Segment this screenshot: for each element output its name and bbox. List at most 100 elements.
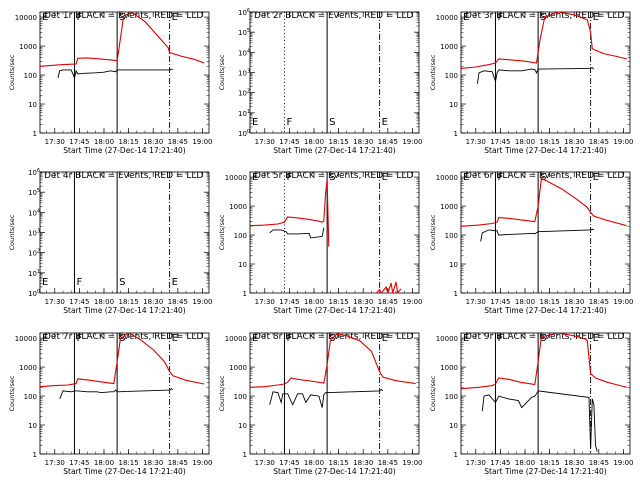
y-tick-label: 1000 [229,364,247,372]
y-tick-label: 103 [28,229,40,238]
x-tick-label: 18:00 [94,138,114,146]
events-series-line [59,388,174,400]
y-tick-label: 1000 [440,364,458,372]
event-marker-label: E [463,333,469,344]
y-tick-label: 10 [238,261,247,269]
y-axis-label: Counts/sec [218,54,226,90]
x-axis-label: Start Time (27-Dec-14 17:21:40) [273,146,395,155]
event-marker-label: S [119,277,125,288]
x-axis-label: Start Time (27-Dec-14 17:21:40) [273,467,395,476]
y-tick-label: 10000 [15,14,37,22]
x-tick-label: 19:00 [613,459,633,467]
x-tick-label: 18:00 [304,459,324,467]
x-tick-label: 18:00 [515,459,535,467]
x-tick-label: 18:00 [515,298,535,306]
x-tick-label: 18:30 [353,138,373,146]
event-marker-label: E [172,333,178,344]
y-tick-label: 10 [449,422,458,430]
y-tick-label: 10 [28,422,37,430]
y-tick-label: 1000 [229,203,247,211]
y-axis-label: Counts/sec [218,214,226,250]
event-marker-label: S [540,333,546,344]
lld-series-line [250,333,416,388]
y-tick-label: 1000 [440,203,458,211]
event-marker-label: E [593,12,599,23]
event-marker-label: F [76,12,82,23]
event-marker-label: E [42,333,48,344]
y-tick-label: 1 [243,290,247,298]
event-marker-label: E [593,333,599,344]
y-axis-label: Counts/sec [218,375,226,411]
x-tick-label: 18:00 [94,459,114,467]
event-marker-label: S [540,172,546,183]
event-marker-label: F [76,333,82,344]
events-series-line [269,388,384,408]
x-tick-label: 18:15 [329,138,349,146]
event-marker-label: S [540,12,546,23]
x-tick-label: 18:30 [564,459,584,467]
panel-5: Det 5r BLACK = Events, RED = LLD 1 10 100 10… [218,171,423,315]
y-tick-label: 10 [449,101,458,109]
plot-frame [39,11,210,134]
lld-series-line [40,12,205,67]
x-axis-label: Start Time (27-Dec-14 17:21:40) [63,306,185,315]
x-tick-label: 18:45 [378,138,398,146]
panel-8: Det 8r BLACK = Events, RED = LLD11010010… [218,332,423,476]
event-marker-label: E [252,117,258,128]
y-axis-label: Counts/sec [429,54,437,90]
x-tick-label: 18:30 [143,298,163,306]
panel-3: Det 3r BLACK = Events, RED = LLD 1 10 100 10… [429,11,634,155]
x-tick-label: 18:15 [329,459,349,467]
x-tick-label: 18:15 [540,459,560,467]
y-tick-label: 1 [33,130,37,138]
x-tick-label: 18:15 [119,298,139,306]
y-tick-label: 105 [28,188,40,197]
y-tick-label: 10000 [225,174,247,182]
x-tick-label: 18:00 [304,298,324,306]
lld-series-line [461,12,627,69]
x-axis-label: Start Time (27-Dec-14 17:21:40) [484,146,606,155]
event-marker-label: S [329,117,335,128]
event-marker-label: E [382,117,388,128]
y-tick-label: 1000 [19,364,37,372]
x-tick-label: 17:45 [69,138,89,146]
y-tick-label: 100 [445,393,458,401]
y-tick-label: 10000 [436,174,458,182]
x-tick-label: 19:00 [402,138,422,146]
y-tick-label: 1000 [440,43,458,51]
x-tick-label: 17:45 [279,138,299,146]
y-tick-label: 10000 [15,335,37,343]
x-tick-label: 17:30 [466,459,486,467]
event-marker-label: S [119,12,125,23]
x-tick-label: 17:30 [45,298,65,306]
x-tick-label: 19:00 [402,459,422,467]
event-marker-label: F [497,333,503,344]
x-tick-label: 19:00 [192,138,212,146]
x-tick-label: 17:45 [279,298,299,306]
x-tick-label: 17:45 [490,138,510,146]
x-tick-label: 18:15 [119,459,139,467]
y-tick-label: 104 [238,48,250,57]
y-tick-label: 102 [238,89,250,98]
x-axis-label: Start Time (27-Dec-14 17:21:40) [63,146,185,155]
y-axis-label: Counts/sec [429,214,437,250]
panel-6: Det 6r BLACK = Events, RED = LLD 1 10 100 10… [429,171,634,315]
panel-7: Det 7r BLACK = Events, RED = LLD11010010… [8,332,213,476]
y-tick-label: 106 [28,168,40,177]
y-axis-label: Counts/sec [8,214,16,250]
x-tick-label: 17:30 [466,298,486,306]
panel-title: Det 4r BLACK = Events, RED = LLD [44,171,203,181]
y-tick-label: 106 [238,8,250,17]
y-tick-label: 100 [234,232,247,240]
y-axis-label: Counts/sec [8,375,16,411]
x-tick-label: 18:45 [168,138,188,146]
y-tick-label: 1000 [19,43,37,51]
y-tick-label: 100 [238,129,250,138]
plot-frame [39,332,210,455]
event-marker-label: E [382,172,388,183]
x-tick-label: 18:15 [329,298,349,306]
panel-title: Det 9r BLACK = Events, RED = LLD [465,332,624,342]
y-tick-label: 1 [33,451,37,459]
x-tick-label: 18:45 [589,138,609,146]
event-marker-label: E [172,12,178,23]
